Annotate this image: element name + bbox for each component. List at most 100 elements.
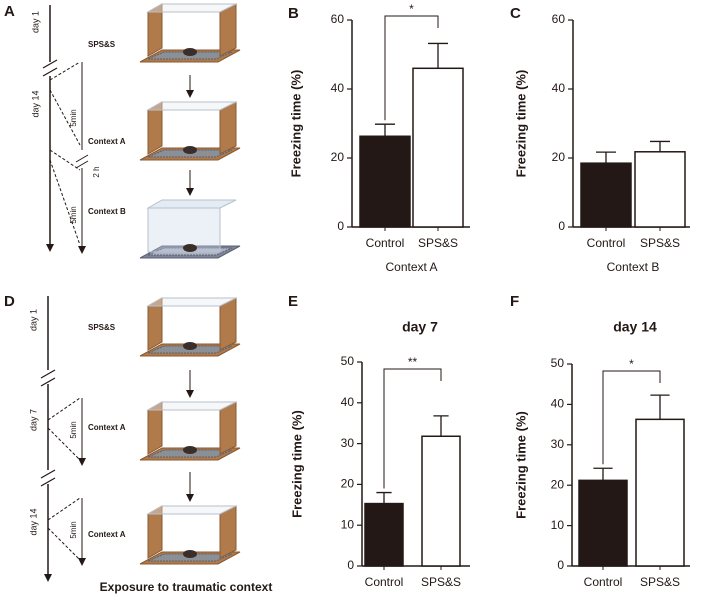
interval: 2 h [92,166,101,177]
bar [364,502,404,567]
zoom-lines [47,397,81,561]
error-bar [650,140,670,152]
y-tick-label: 0 [337,219,344,233]
cage [139,101,241,161]
y-tick-label: 10 [341,517,355,531]
significance-label: ** [408,355,418,369]
cage [139,3,241,63]
x-tick-label: SPS&S [640,236,680,250]
y-tick-label: 0 [347,558,354,572]
step-label: Context A [88,423,126,432]
caption: Exposure to traumatic context [100,580,273,594]
mouse [183,244,197,252]
day-label: day 7 [28,409,38,431]
cage-wall [219,3,237,57]
cage-wall [219,101,237,155]
y-tick-label: 40 [552,81,566,95]
y-tick-label: 40 [551,397,565,411]
bar [421,435,461,567]
cage-wall [219,297,237,351]
cage-glass [146,3,237,13]
cage-wall [219,505,237,559]
panel-letter: C [510,5,521,22]
error-bar [596,151,616,164]
x-tick-label: SPS&S [421,575,461,589]
bar [635,418,685,567]
y-tick-label: 40 [341,395,355,409]
break-mark [40,369,56,487]
x-tick-label: Control [587,236,626,250]
mouse [183,146,197,154]
bar [634,151,686,228]
panel-letter: A [4,3,15,20]
y-tick-label: 50 [341,354,355,368]
x-tick-label: SPS&S [418,236,458,250]
cage [139,199,241,259]
cage-glass [146,297,237,307]
cage-glass [146,101,237,111]
x-tick-label: SPS&S [640,575,680,589]
y-tick-label: 20 [341,477,355,491]
y-axis-label: Freezing time (%) [289,410,304,518]
error-bar [593,467,613,481]
diagram-d: D day 1 day 7 day 14 5min 5min SPS&S Con… [4,293,272,594]
error-bar [433,415,449,437]
bar-chart: C Freezing time (%) 0 20 40 60 Control SPS&S Con… [510,5,690,274]
cage-glass [147,207,221,253]
error-bar [375,123,395,137]
mouse [183,446,197,454]
y-tick-label: 20 [552,150,566,164]
y-tick-label: 60 [331,12,345,26]
cage [139,297,241,357]
bar [580,162,632,228]
x-axis-label: Context B [607,260,660,274]
cage [139,505,241,565]
panel-letter: D [4,293,15,310]
y-axis-label: Freezing time (%) [288,70,303,178]
y-tick-label: 0 [557,558,564,572]
bar [578,479,628,567]
day-label: day 1 [28,309,38,331]
chart-title: day 7 [402,319,438,335]
duration: 5min [69,421,78,438]
y-tick-label: 20 [331,150,345,164]
day-label: day 1 [30,11,40,33]
duration: 5min [69,109,78,126]
day-label: day 14 [28,508,38,535]
step-label: Context A [88,137,126,146]
panel-letter: B [288,5,299,22]
bar [359,135,411,228]
bar [412,67,464,228]
duration: 5min [69,521,78,538]
cage-glass [146,401,237,411]
mouse [183,550,197,558]
step-label: SPS&S [88,323,116,332]
y-tick-label: 30 [551,437,565,451]
cage-glass [146,199,237,209]
significance-bracket [383,368,442,489]
y-tick-label: 10 [551,518,565,532]
x-axis-label: Context A [385,260,437,274]
step-label: Context A [88,530,126,539]
break-mark [42,59,58,77]
day-label: day 14 [30,90,40,117]
significance-bracket [602,370,661,465]
error-bar [650,394,670,420]
y-axis-label: Freezing time (%) [513,70,528,178]
y-tick-label: 0 [558,219,565,233]
break-mark [75,154,89,169]
y-axis-label: Freezing time (%) [513,411,528,519]
mouse [183,48,197,56]
significance-label: * [629,357,634,371]
cage-wall [219,401,237,455]
step-label: SPS&S [88,40,116,49]
y-tick-label: 20 [551,477,565,491]
significance-label: * [409,2,414,16]
x-tick-label: Control [365,575,404,589]
x-tick-label: Control [366,236,405,250]
mouse [183,342,197,350]
y-tick-label: 50 [551,356,565,370]
